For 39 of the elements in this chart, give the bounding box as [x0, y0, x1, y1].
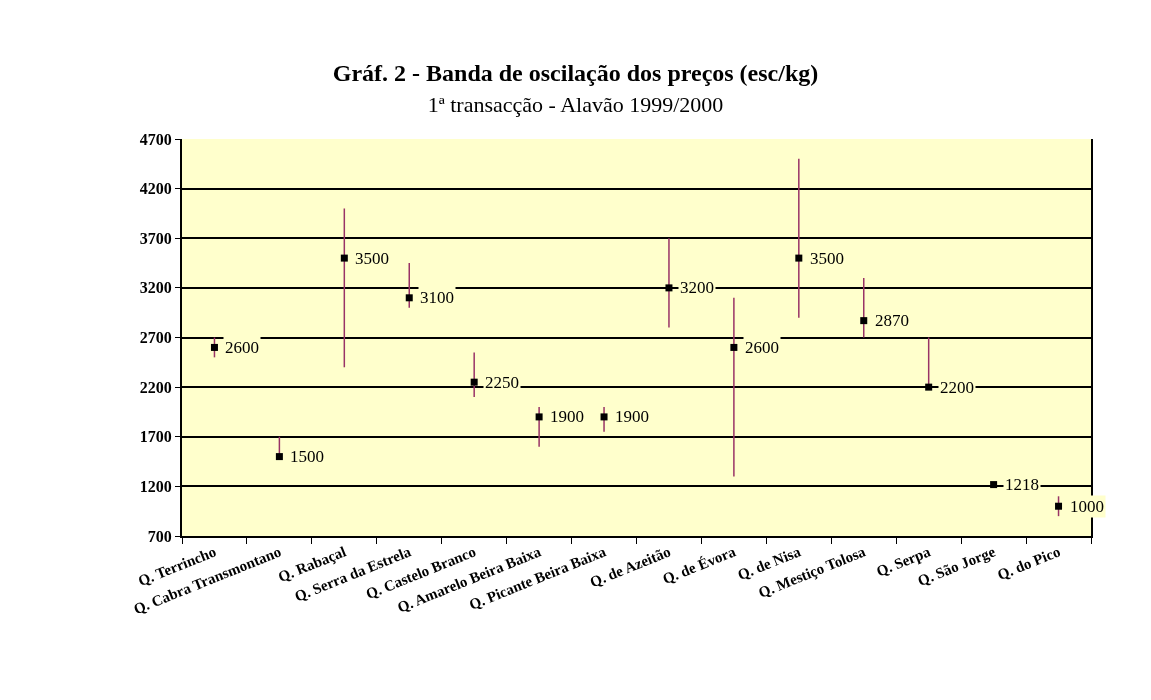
- chart-subtitle: 1ª transacção - Alavão 1999/2000: [427, 91, 724, 117]
- point: [340, 254, 348, 262]
- y-tick-label: 3200: [139, 279, 172, 297]
- point: [275, 453, 283, 461]
- point: [665, 284, 673, 292]
- data-label: 2600: [225, 338, 259, 357]
- data-label: 2250: [485, 373, 519, 392]
- y-tick-label: 4700: [139, 130, 172, 148]
- point: [210, 343, 218, 351]
- y-tick-label: 2700: [139, 329, 172, 347]
- data-label: 2870: [875, 311, 909, 330]
- y-tick-label: 1200: [139, 477, 172, 495]
- point: [795, 254, 803, 262]
- point: [730, 343, 738, 351]
- data-label: 3100: [420, 288, 454, 307]
- y-tick-label: 2200: [139, 378, 172, 396]
- chart-title: Gráf. 2 - Banda de oscilação dos preços (esc/kg): [332, 59, 819, 86]
- y-tick-label: 700: [147, 527, 172, 545]
- data-label: 2200: [940, 378, 974, 397]
- data-label: 3200: [680, 278, 714, 297]
- data-label: 3500: [355, 249, 389, 268]
- data-label: 2600: [745, 338, 779, 357]
- point: [600, 413, 608, 421]
- data-label: 1900: [615, 407, 649, 426]
- y-tick-label: 1700: [139, 428, 172, 446]
- point: [1055, 502, 1063, 510]
- point: [925, 383, 933, 391]
- point: [535, 413, 543, 421]
- point: [470, 378, 478, 386]
- data-label: 1218: [1005, 475, 1039, 494]
- point: [860, 317, 868, 325]
- y-tick-label: 4200: [139, 180, 172, 198]
- data-label: 1000: [1070, 497, 1104, 516]
- point: [405, 294, 413, 302]
- data-label: 1900: [550, 407, 584, 426]
- data-label: 3500: [810, 249, 844, 268]
- data-label: 1500: [290, 447, 324, 466]
- x-tick-label: Q. do Pico: [995, 543, 1063, 584]
- y-tick-label: 3700: [139, 229, 172, 247]
